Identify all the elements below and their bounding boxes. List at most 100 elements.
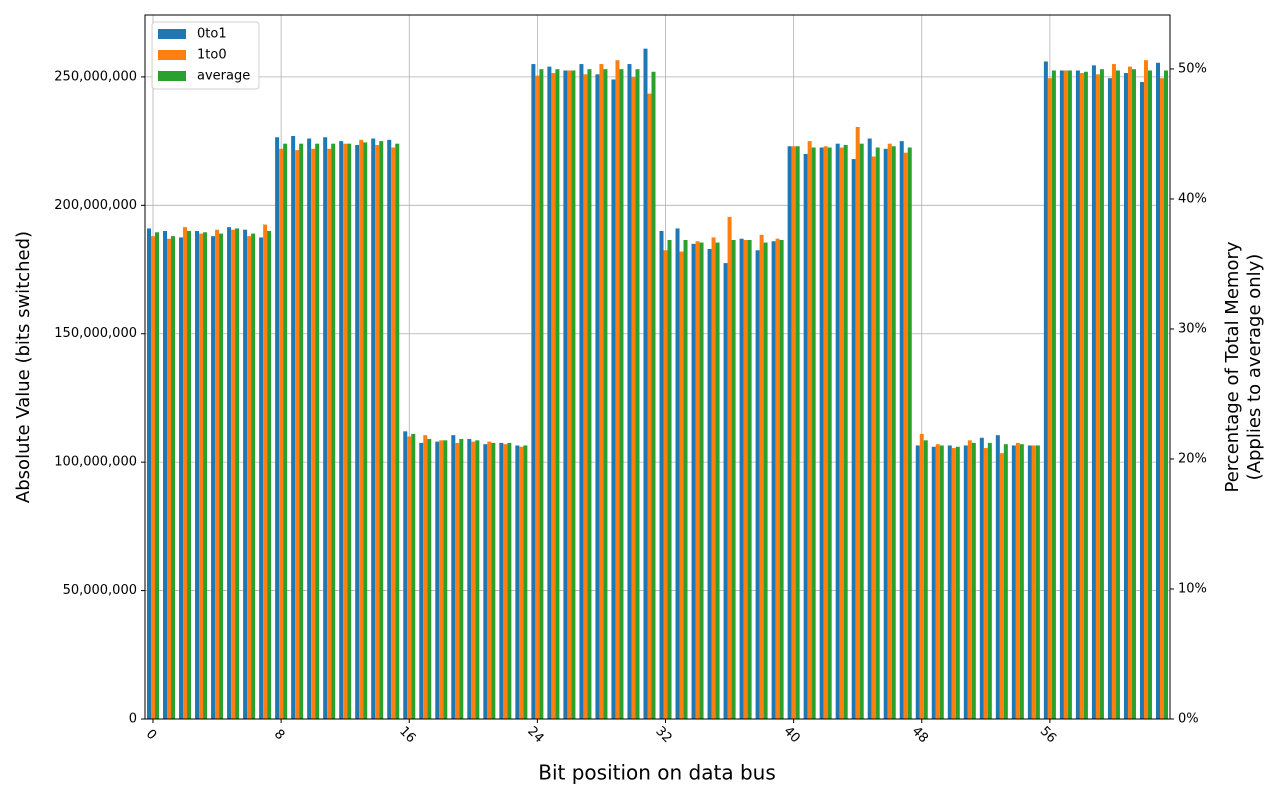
bar [1083, 71, 1088, 719]
bar [935, 444, 940, 719]
bar [1143, 60, 1148, 720]
bar [267, 231, 272, 719]
bar [1159, 78, 1164, 719]
bar [763, 242, 768, 720]
bar [547, 66, 552, 720]
bar [467, 439, 472, 719]
bar [667, 239, 672, 719]
bar [635, 69, 640, 719]
legend-swatch [158, 29, 186, 39]
x-tick-label: 56 [1037, 724, 1059, 746]
bar [587, 69, 592, 719]
x-axis-label: Bit position on data bus [538, 761, 776, 785]
bar [663, 250, 668, 719]
bar [875, 147, 880, 720]
bar [435, 441, 440, 719]
bar [347, 143, 352, 719]
bar [707, 248, 712, 720]
bar [579, 64, 584, 720]
bar [683, 239, 688, 719]
bar [339, 141, 344, 720]
bar [275, 137, 280, 719]
bar [1079, 73, 1084, 720]
bar [979, 437, 984, 719]
bar [503, 444, 508, 719]
bar [923, 440, 928, 719]
bar [471, 441, 476, 719]
bar [375, 144, 380, 720]
bar [723, 263, 728, 719]
bar [907, 147, 912, 720]
bar [951, 448, 956, 719]
bar [391, 147, 396, 720]
bar [371, 138, 376, 720]
bar [331, 143, 336, 719]
y2-axis-label: Percentage of Total Memory [1222, 241, 1243, 492]
bar [379, 141, 384, 720]
bar [983, 448, 988, 719]
bar [563, 70, 568, 720]
bar [231, 229, 236, 719]
bar [1075, 70, 1080, 720]
x-tick-label: 24 [524, 724, 546, 746]
bar [439, 440, 444, 719]
x-tick-label: 16 [396, 724, 418, 746]
bar [151, 236, 156, 720]
bar [419, 442, 424, 719]
bar [1123, 73, 1128, 720]
bar [595, 74, 600, 719]
bar [235, 228, 240, 719]
bar [659, 231, 664, 719]
bar [1139, 82, 1144, 719]
bar [323, 137, 328, 719]
bar [955, 446, 960, 719]
bar [455, 442, 460, 719]
bar [283, 143, 288, 719]
bar [647, 93, 652, 720]
bar [871, 156, 876, 719]
y2-tick-label: 50% [1178, 61, 1207, 76]
bar [199, 233, 204, 719]
legend-label: average [197, 69, 250, 84]
bar [483, 444, 488, 719]
y-tick-label: 100,000,000 [54, 455, 137, 470]
bar [1059, 70, 1064, 720]
bar [1147, 70, 1152, 720]
bar [1067, 70, 1072, 720]
bar [715, 242, 720, 720]
bar [531, 64, 536, 720]
y2-tick-label: 40% [1178, 191, 1207, 206]
bar [219, 233, 224, 719]
bar [919, 433, 924, 719]
bar [759, 234, 764, 719]
bar [1095, 74, 1100, 719]
bar [739, 238, 744, 719]
bar [179, 237, 184, 719]
bar [987, 442, 992, 719]
y-tick-label: 200,000,000 [54, 198, 137, 213]
bar [1051, 70, 1056, 720]
bar [883, 148, 888, 719]
bar [215, 229, 220, 719]
bar [999, 453, 1004, 719]
bar [295, 150, 300, 719]
bar [307, 138, 312, 720]
bar [835, 143, 840, 719]
bar [363, 142, 368, 719]
bar [1003, 444, 1008, 719]
bar [1155, 62, 1160, 720]
bar [567, 70, 572, 720]
bar [995, 435, 1000, 719]
bar [827, 147, 832, 720]
bar [915, 445, 920, 719]
bar [675, 228, 680, 719]
bar [1099, 69, 1104, 719]
bar [171, 236, 176, 720]
x-tick-label: 8 [271, 727, 287, 743]
bar [315, 143, 320, 719]
bar [571, 70, 576, 720]
plot-frame [144, 14, 1171, 720]
bar [967, 440, 972, 719]
bar [1163, 70, 1168, 720]
